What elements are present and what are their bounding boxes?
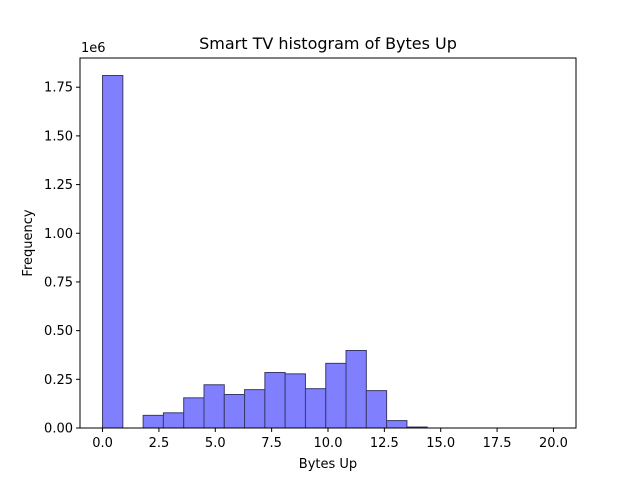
histogram-bar (183, 397, 205, 429)
histogram-bar (365, 390, 388, 429)
x-tick-label: 17.5 (483, 436, 512, 451)
y-tick-label: 1.75 (44, 81, 73, 96)
histogram-bar (304, 388, 327, 429)
histogram-bar (162, 412, 185, 429)
y-tick-label: 1.50 (44, 129, 73, 144)
histogram-bar (284, 373, 306, 429)
y-tick-label: 1.00 (44, 227, 73, 242)
x-tick-label: 7.5 (261, 436, 282, 451)
x-tick-label: 2.5 (149, 436, 170, 451)
histogram-bar (102, 75, 124, 429)
histogram-bar (203, 384, 225, 429)
y-axis-multiplier: 1e6 (81, 41, 106, 56)
y-tick-label: 0.00 (44, 422, 73, 437)
chart-title: Smart TV histogram of Bytes Up (199, 34, 457, 53)
x-tick-label: 10.0 (314, 436, 343, 451)
y-axis-title: Frequency (21, 209, 36, 276)
histogram-bar (325, 362, 347, 429)
x-tick-label: 12.5 (370, 436, 399, 451)
y-tick-label: 0.50 (44, 324, 73, 339)
y-tick-label: 0.75 (44, 275, 73, 290)
histogram-bar (264, 372, 286, 429)
y-tick-label: 0.25 (44, 373, 73, 388)
histogram-bar (142, 414, 164, 429)
x-tick-label: 0.0 (92, 436, 113, 451)
bars (102, 75, 428, 429)
histogram-bar (386, 420, 408, 429)
x-axis-ticks: 0.0 2.5 5.0 7.5 10.0 12.5 15.0 17.5 20.0 (92, 428, 568, 451)
x-tick-label: 15.0 (426, 436, 455, 451)
y-axis-ticks: 0.00 0.25 0.50 0.75 1.00 1.25 1.50 1.75 (44, 81, 80, 437)
y-tick-label: 1.25 (44, 178, 73, 193)
x-tick-label: 5.0 (205, 436, 226, 451)
histogram-bar (244, 389, 266, 429)
x-tick-label: 20.0 (539, 436, 568, 451)
histogram-bar (345, 349, 367, 429)
x-axis-title: Bytes Up (299, 457, 357, 472)
histogram-bar (223, 394, 246, 429)
